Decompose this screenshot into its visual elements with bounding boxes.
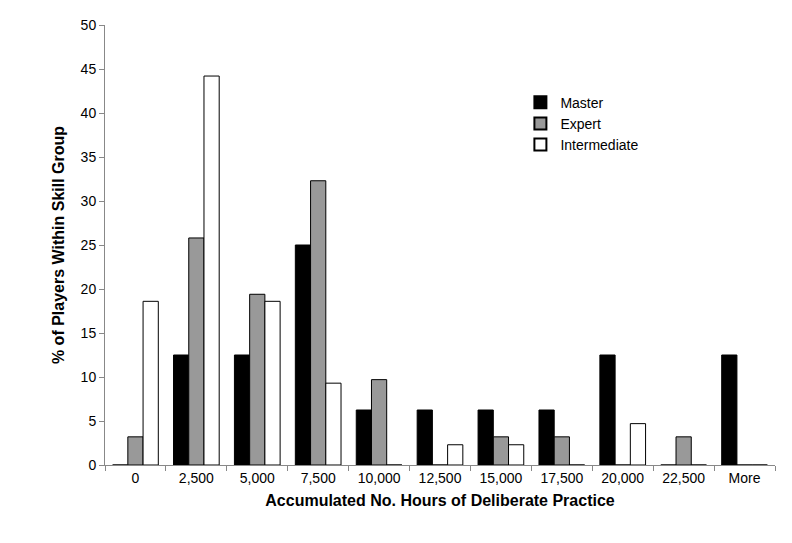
svg-text:15,000: 15,000: [479, 470, 522, 486]
svg-text:% of Players Within Skill Grou: % of Players Within Skill Group: [50, 126, 67, 364]
svg-text:0: 0: [132, 470, 140, 486]
svg-text:35: 35: [81, 149, 97, 165]
svg-text:More: More: [729, 470, 761, 486]
svg-text:7,500: 7,500: [301, 470, 336, 486]
svg-text:25: 25: [81, 237, 97, 253]
svg-text:40: 40: [81, 105, 97, 121]
svg-text:5,000: 5,000: [240, 470, 275, 486]
svg-text:Intermediate: Intermediate: [560, 137, 638, 153]
svg-text:45: 45: [81, 61, 97, 77]
svg-text:15: 15: [81, 325, 97, 341]
svg-text:0: 0: [88, 457, 96, 473]
svg-text:Accumulated No. Hours of Delib: Accumulated No. Hours of Deliberate Prac…: [265, 492, 615, 509]
svg-text:22,500: 22,500: [662, 470, 705, 486]
svg-text:10,000: 10,000: [358, 470, 401, 486]
svg-text:20: 20: [81, 281, 97, 297]
svg-text:50: 50: [81, 17, 97, 33]
svg-text:30: 30: [81, 193, 97, 209]
svg-text:2,500: 2,500: [179, 470, 214, 486]
svg-text:Expert: Expert: [560, 116, 601, 132]
svg-text:10: 10: [81, 369, 97, 385]
svg-text:17,500: 17,500: [540, 470, 583, 486]
svg-text:12,500: 12,500: [419, 470, 462, 486]
svg-text:20,000: 20,000: [601, 470, 644, 486]
svg-text:Master: Master: [560, 95, 603, 111]
svg-text:5: 5: [88, 413, 96, 429]
